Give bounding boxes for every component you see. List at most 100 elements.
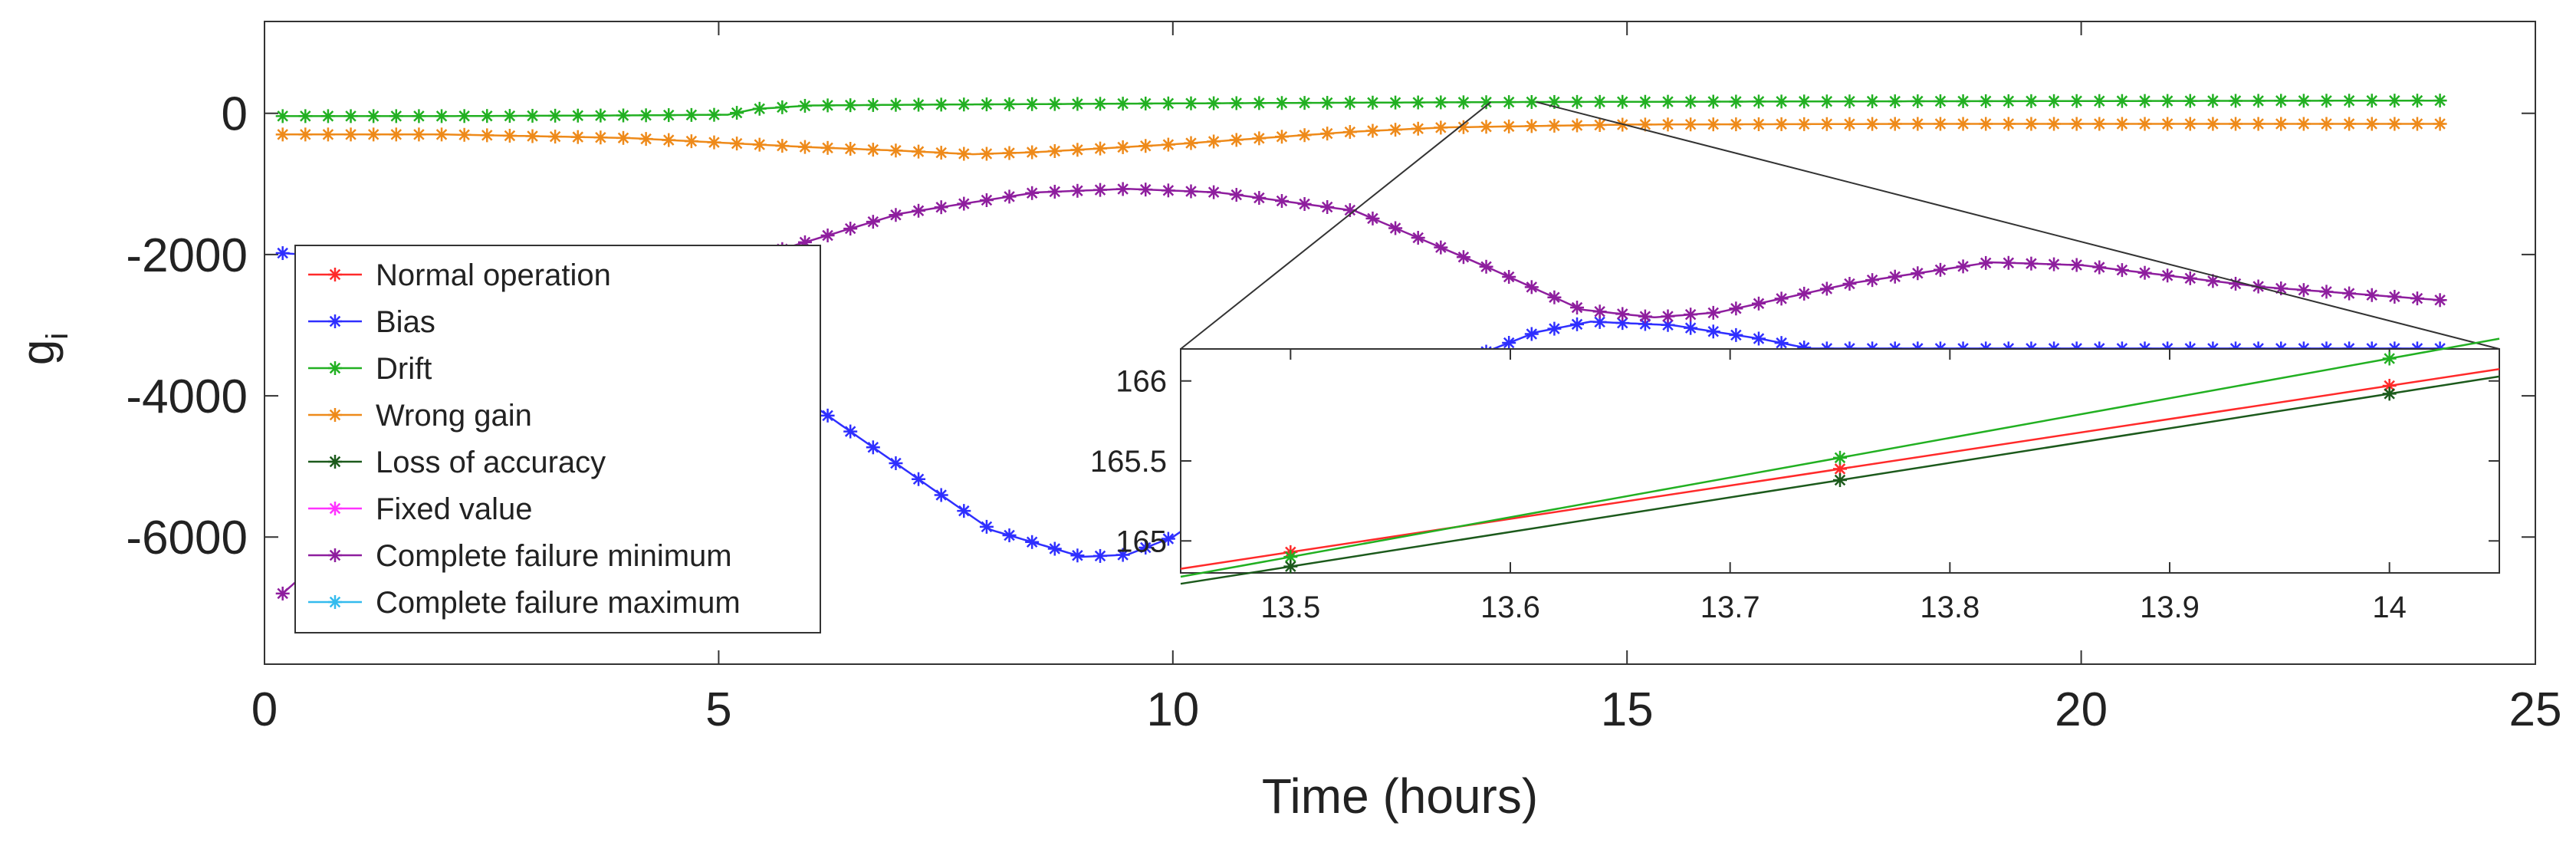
data-point xyxy=(2114,94,2129,108)
data-point xyxy=(1479,259,1493,274)
data-point xyxy=(843,424,858,439)
data-point xyxy=(1047,144,1062,159)
data-point xyxy=(730,137,744,151)
data-point xyxy=(1661,309,1675,324)
data-point xyxy=(2092,260,2107,275)
data-point xyxy=(639,132,653,146)
data-point xyxy=(1207,96,1221,110)
series-wrong-gain xyxy=(275,117,2447,161)
data-point xyxy=(1047,97,1062,111)
data-point xyxy=(1638,117,1652,132)
data-point xyxy=(1842,94,1857,109)
data-point xyxy=(1093,141,1108,156)
inset-x-tick-label: 13.8 xyxy=(1920,591,1980,624)
data-point xyxy=(2206,117,2220,131)
data-point xyxy=(1888,94,1902,109)
main-ticks: 0 5 10 15 20 25 0 -2000 -4000 -6000 xyxy=(126,21,2561,736)
data-point xyxy=(957,97,971,112)
inset-data-point xyxy=(2382,387,2397,401)
data-point xyxy=(1547,321,1562,336)
y-tick-label: -6000 xyxy=(126,512,248,564)
legend-label: Complete failure minimum xyxy=(376,539,732,573)
data-point xyxy=(820,228,835,242)
data-point xyxy=(934,97,948,112)
data-point xyxy=(1615,94,1630,109)
data-point xyxy=(866,215,880,229)
data-point xyxy=(797,98,812,113)
data-point xyxy=(525,108,540,123)
data-point xyxy=(1002,146,1017,160)
data-point xyxy=(1070,548,1085,563)
data-point xyxy=(2183,117,2197,131)
data-point xyxy=(1342,95,1357,110)
data-point xyxy=(979,519,994,534)
data-point xyxy=(1774,336,1789,350)
data-point xyxy=(1570,301,1585,315)
data-point xyxy=(1615,316,1630,331)
data-point xyxy=(1751,296,1766,311)
legend-label: Wrong gain xyxy=(376,399,532,433)
legend-item: Complete failure maximum xyxy=(308,586,741,620)
legend-swatch-marker xyxy=(328,455,342,469)
data-point xyxy=(1320,200,1335,215)
data-point xyxy=(866,97,880,112)
data-point xyxy=(2183,271,2197,285)
legend-label: Normal operation xyxy=(376,258,611,292)
data-point xyxy=(2319,285,2334,299)
legend-item: Complete failure minimum xyxy=(308,539,732,573)
data-point xyxy=(2206,274,2220,288)
data-point xyxy=(1229,96,1244,110)
data-point xyxy=(435,109,449,123)
data-point xyxy=(2069,117,2084,131)
y-label-main: g xyxy=(12,340,64,365)
data-point xyxy=(1252,96,1267,110)
data-point xyxy=(1956,117,1970,131)
data-point xyxy=(298,109,313,123)
data-point xyxy=(1979,255,1993,270)
data-point xyxy=(1207,134,1221,149)
data-point xyxy=(1025,186,1040,200)
y-axis-label: gi xyxy=(12,333,74,365)
data-point xyxy=(957,196,971,211)
data-point xyxy=(570,130,585,144)
data-point xyxy=(1138,139,1153,153)
data-point xyxy=(2387,289,2402,304)
data-point xyxy=(2001,117,2016,131)
data-point xyxy=(1592,118,1607,133)
data-point xyxy=(1456,120,1470,134)
data-point xyxy=(275,246,290,261)
y-label-subscript: i xyxy=(41,333,74,340)
y-tick-label: -2000 xyxy=(126,229,248,282)
data-point xyxy=(2160,94,2175,108)
data-point xyxy=(1865,117,1880,131)
data-point xyxy=(1207,185,1221,199)
data-point xyxy=(1138,541,1153,555)
inset-series-drift xyxy=(1180,337,2500,578)
data-point xyxy=(1116,182,1130,196)
legend-label: Drift xyxy=(376,352,432,386)
data-point xyxy=(1365,211,1380,225)
data-point xyxy=(639,108,653,123)
data-point xyxy=(1751,117,1766,132)
data-point xyxy=(2047,94,2062,108)
data-point xyxy=(752,137,767,152)
legend-label: Loss of accuracy xyxy=(376,446,606,479)
legend-swatch-marker xyxy=(328,548,342,562)
y-tick-label: 0 xyxy=(222,88,248,141)
data-point xyxy=(684,107,698,122)
x-tick-label: 15 xyxy=(1601,683,1654,736)
data-point xyxy=(707,135,721,150)
data-point xyxy=(1297,96,1312,110)
data-point xyxy=(412,109,426,123)
data-point xyxy=(2024,94,2039,108)
data-point xyxy=(1524,280,1539,295)
data-point xyxy=(1184,96,1198,110)
legend-item: Normal operation xyxy=(308,258,611,292)
data-point xyxy=(1933,94,1947,108)
data-point xyxy=(1434,240,1448,255)
data-point xyxy=(593,130,608,145)
data-point xyxy=(2069,94,2084,108)
inset-series-loss-of-accuracy xyxy=(1180,375,2500,585)
zoom-line-right xyxy=(1536,101,2500,350)
data-point xyxy=(2069,258,2084,272)
